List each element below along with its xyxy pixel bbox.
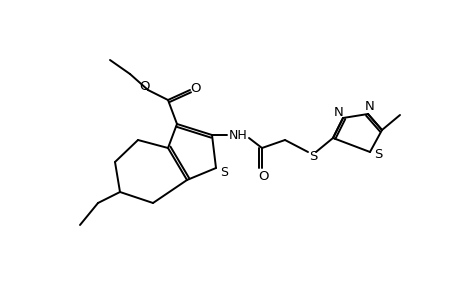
Text: NH: NH (228, 128, 247, 142)
Text: N: N (364, 100, 374, 112)
Text: N: N (333, 106, 343, 118)
Text: O: O (140, 80, 150, 92)
Text: O: O (190, 82, 201, 94)
Text: S: S (219, 166, 228, 178)
Text: S: S (373, 148, 381, 160)
Text: O: O (258, 169, 269, 182)
Text: S: S (308, 149, 317, 163)
